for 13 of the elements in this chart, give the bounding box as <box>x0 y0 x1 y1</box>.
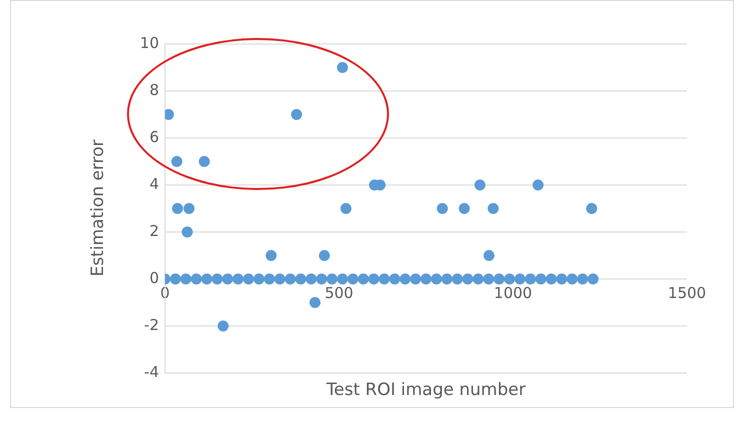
y-tick-label: -2 <box>144 316 159 334</box>
x-tick-label: 1500 <box>668 284 706 302</box>
x-axis-title: Test ROI image number <box>326 380 526 400</box>
x-tick-label: 500 <box>324 284 354 302</box>
x-tick-label: 1000 <box>494 284 532 302</box>
y-tick-label: 6 <box>149 128 159 146</box>
y-tick-label: 8 <box>149 80 159 99</box>
y-axis-title: Estimation error <box>88 139 108 277</box>
y-tick-label: -4 <box>144 362 159 381</box>
y-tick-label: 2 <box>149 222 159 240</box>
y-tick-label: 10 <box>140 34 159 52</box>
y-tick-label: 4 <box>149 174 159 193</box>
y-tick-label: 0 <box>149 268 159 287</box>
